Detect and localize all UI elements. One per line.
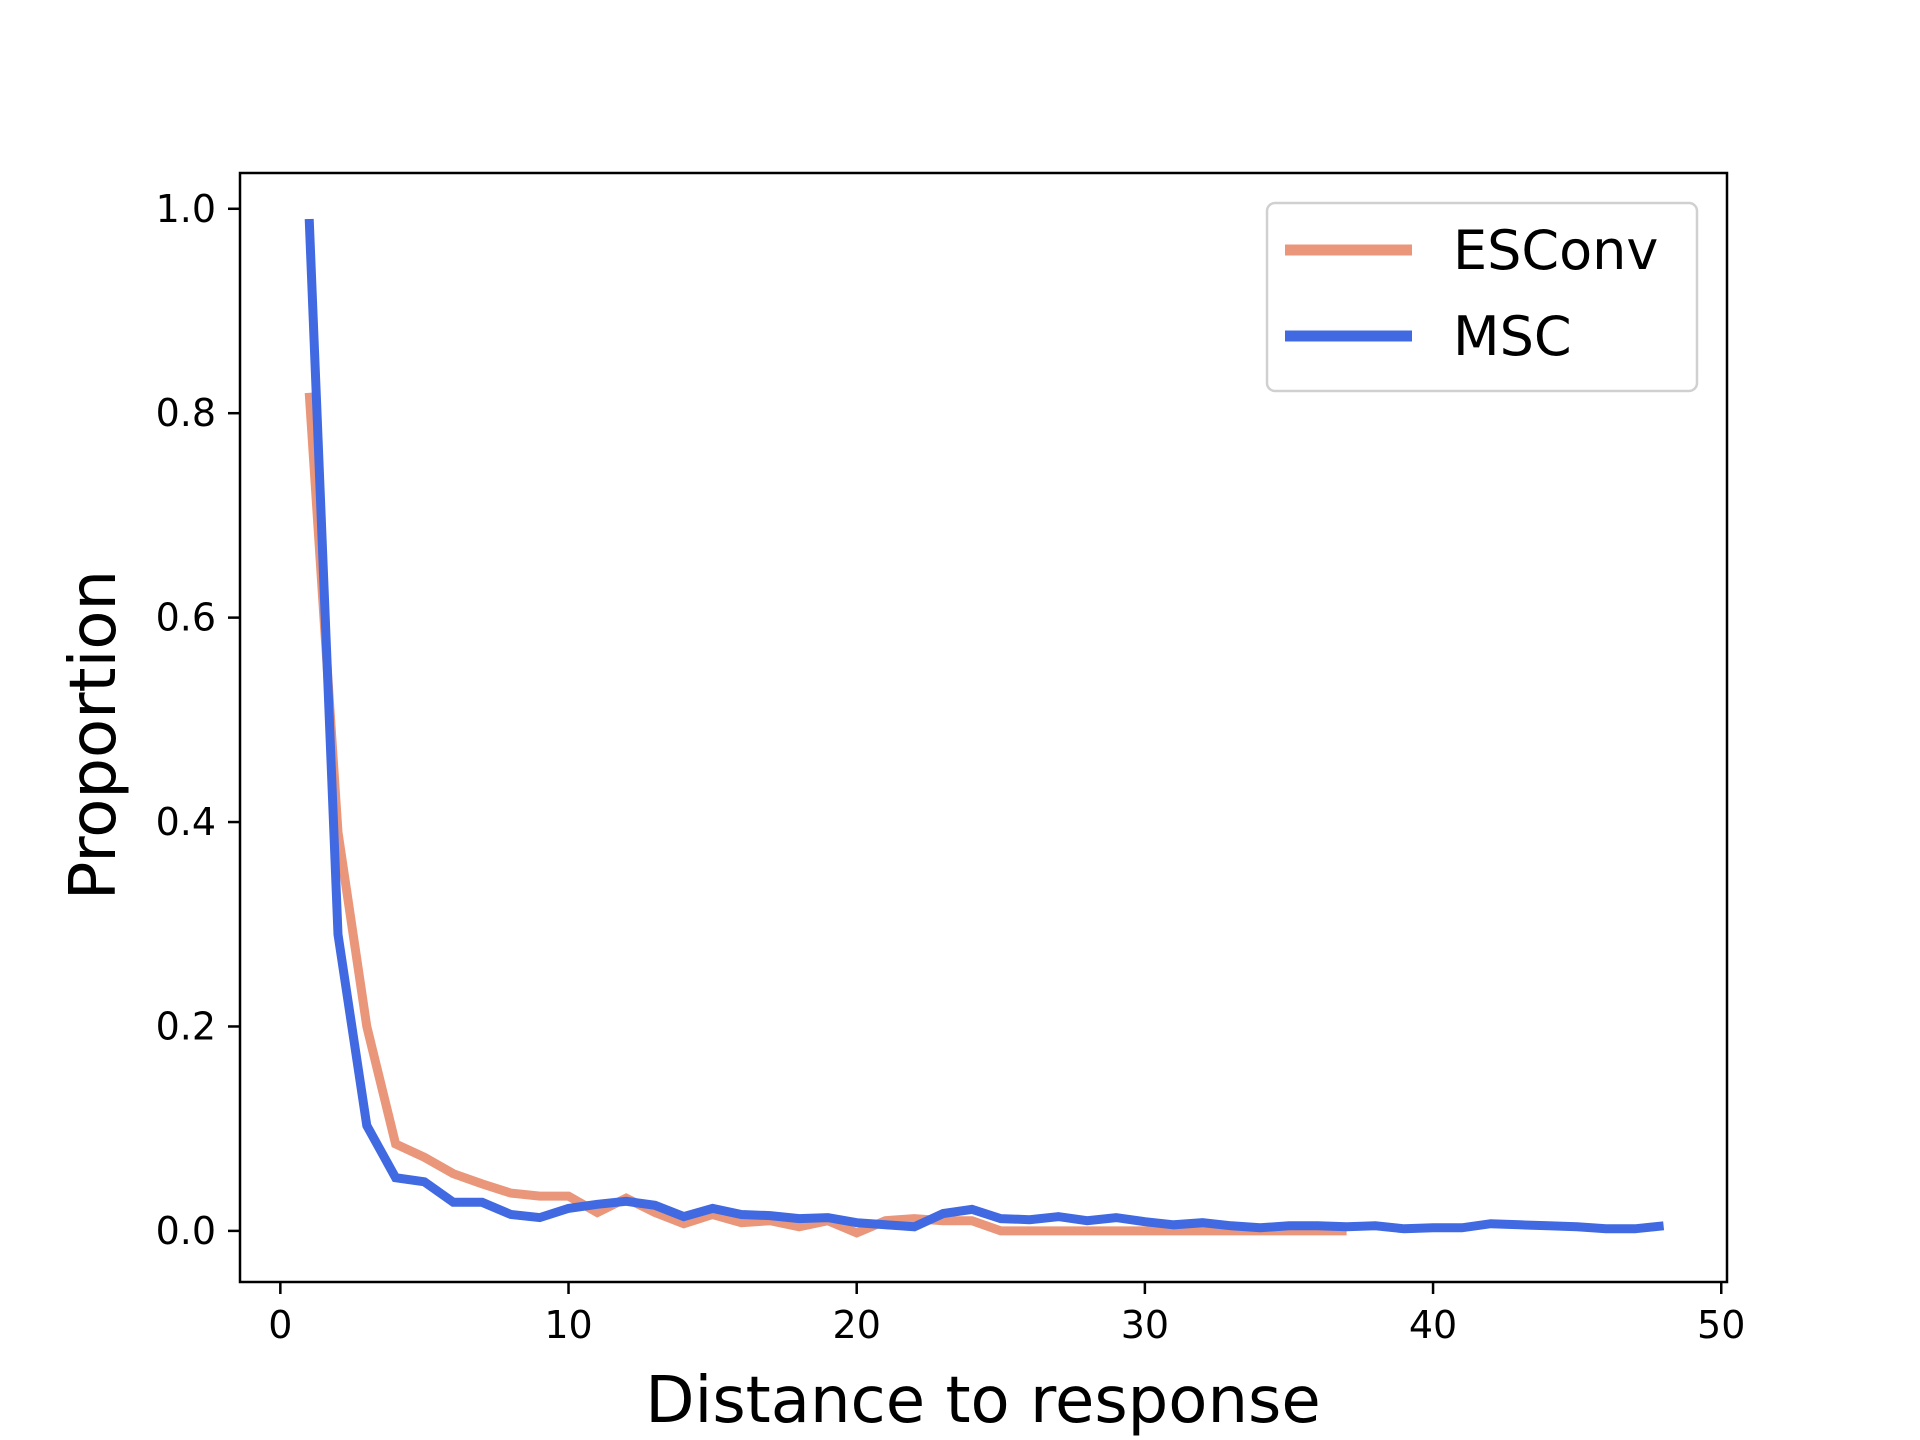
- y-axis-ticks: 0.0 0.2 0.4 0.6 0.8 1.0: [156, 187, 240, 1253]
- x-tick-label: 10: [544, 1303, 592, 1347]
- x-tick-label: 30: [1121, 1303, 1169, 1347]
- series-line-msc: [304, 218, 1665, 1234]
- legend-label-msc: MSC: [1453, 305, 1572, 368]
- y-tick-label: 0.4: [156, 800, 216, 844]
- x-axis-ticks: 0 10 20 30 40 50: [268, 1282, 1745, 1347]
- legend: ESConv MSC: [1265, 201, 1699, 393]
- y-tick-label: 1.0: [156, 187, 216, 231]
- x-tick-label: 40: [1409, 1303, 1457, 1347]
- x-tick-label: 20: [833, 1303, 881, 1347]
- y-tick-label: 0.8: [156, 391, 216, 435]
- y-axis-title: Proportion: [57, 570, 131, 900]
- y-tick-label: 0.2: [156, 1004, 216, 1048]
- x-tick-label: 0: [268, 1303, 292, 1347]
- axes-frame: [238, 171, 1729, 1284]
- plot-lines: [304, 218, 1665, 1238]
- y-tick-label: 0.6: [156, 596, 216, 640]
- x-axis-title: Distance to response: [645, 1364, 1320, 1438]
- x-tick-label: 50: [1697, 1303, 1745, 1347]
- y-tick-label: 0.0: [156, 1209, 216, 1253]
- legend-label-esconv: ESConv: [1453, 219, 1658, 282]
